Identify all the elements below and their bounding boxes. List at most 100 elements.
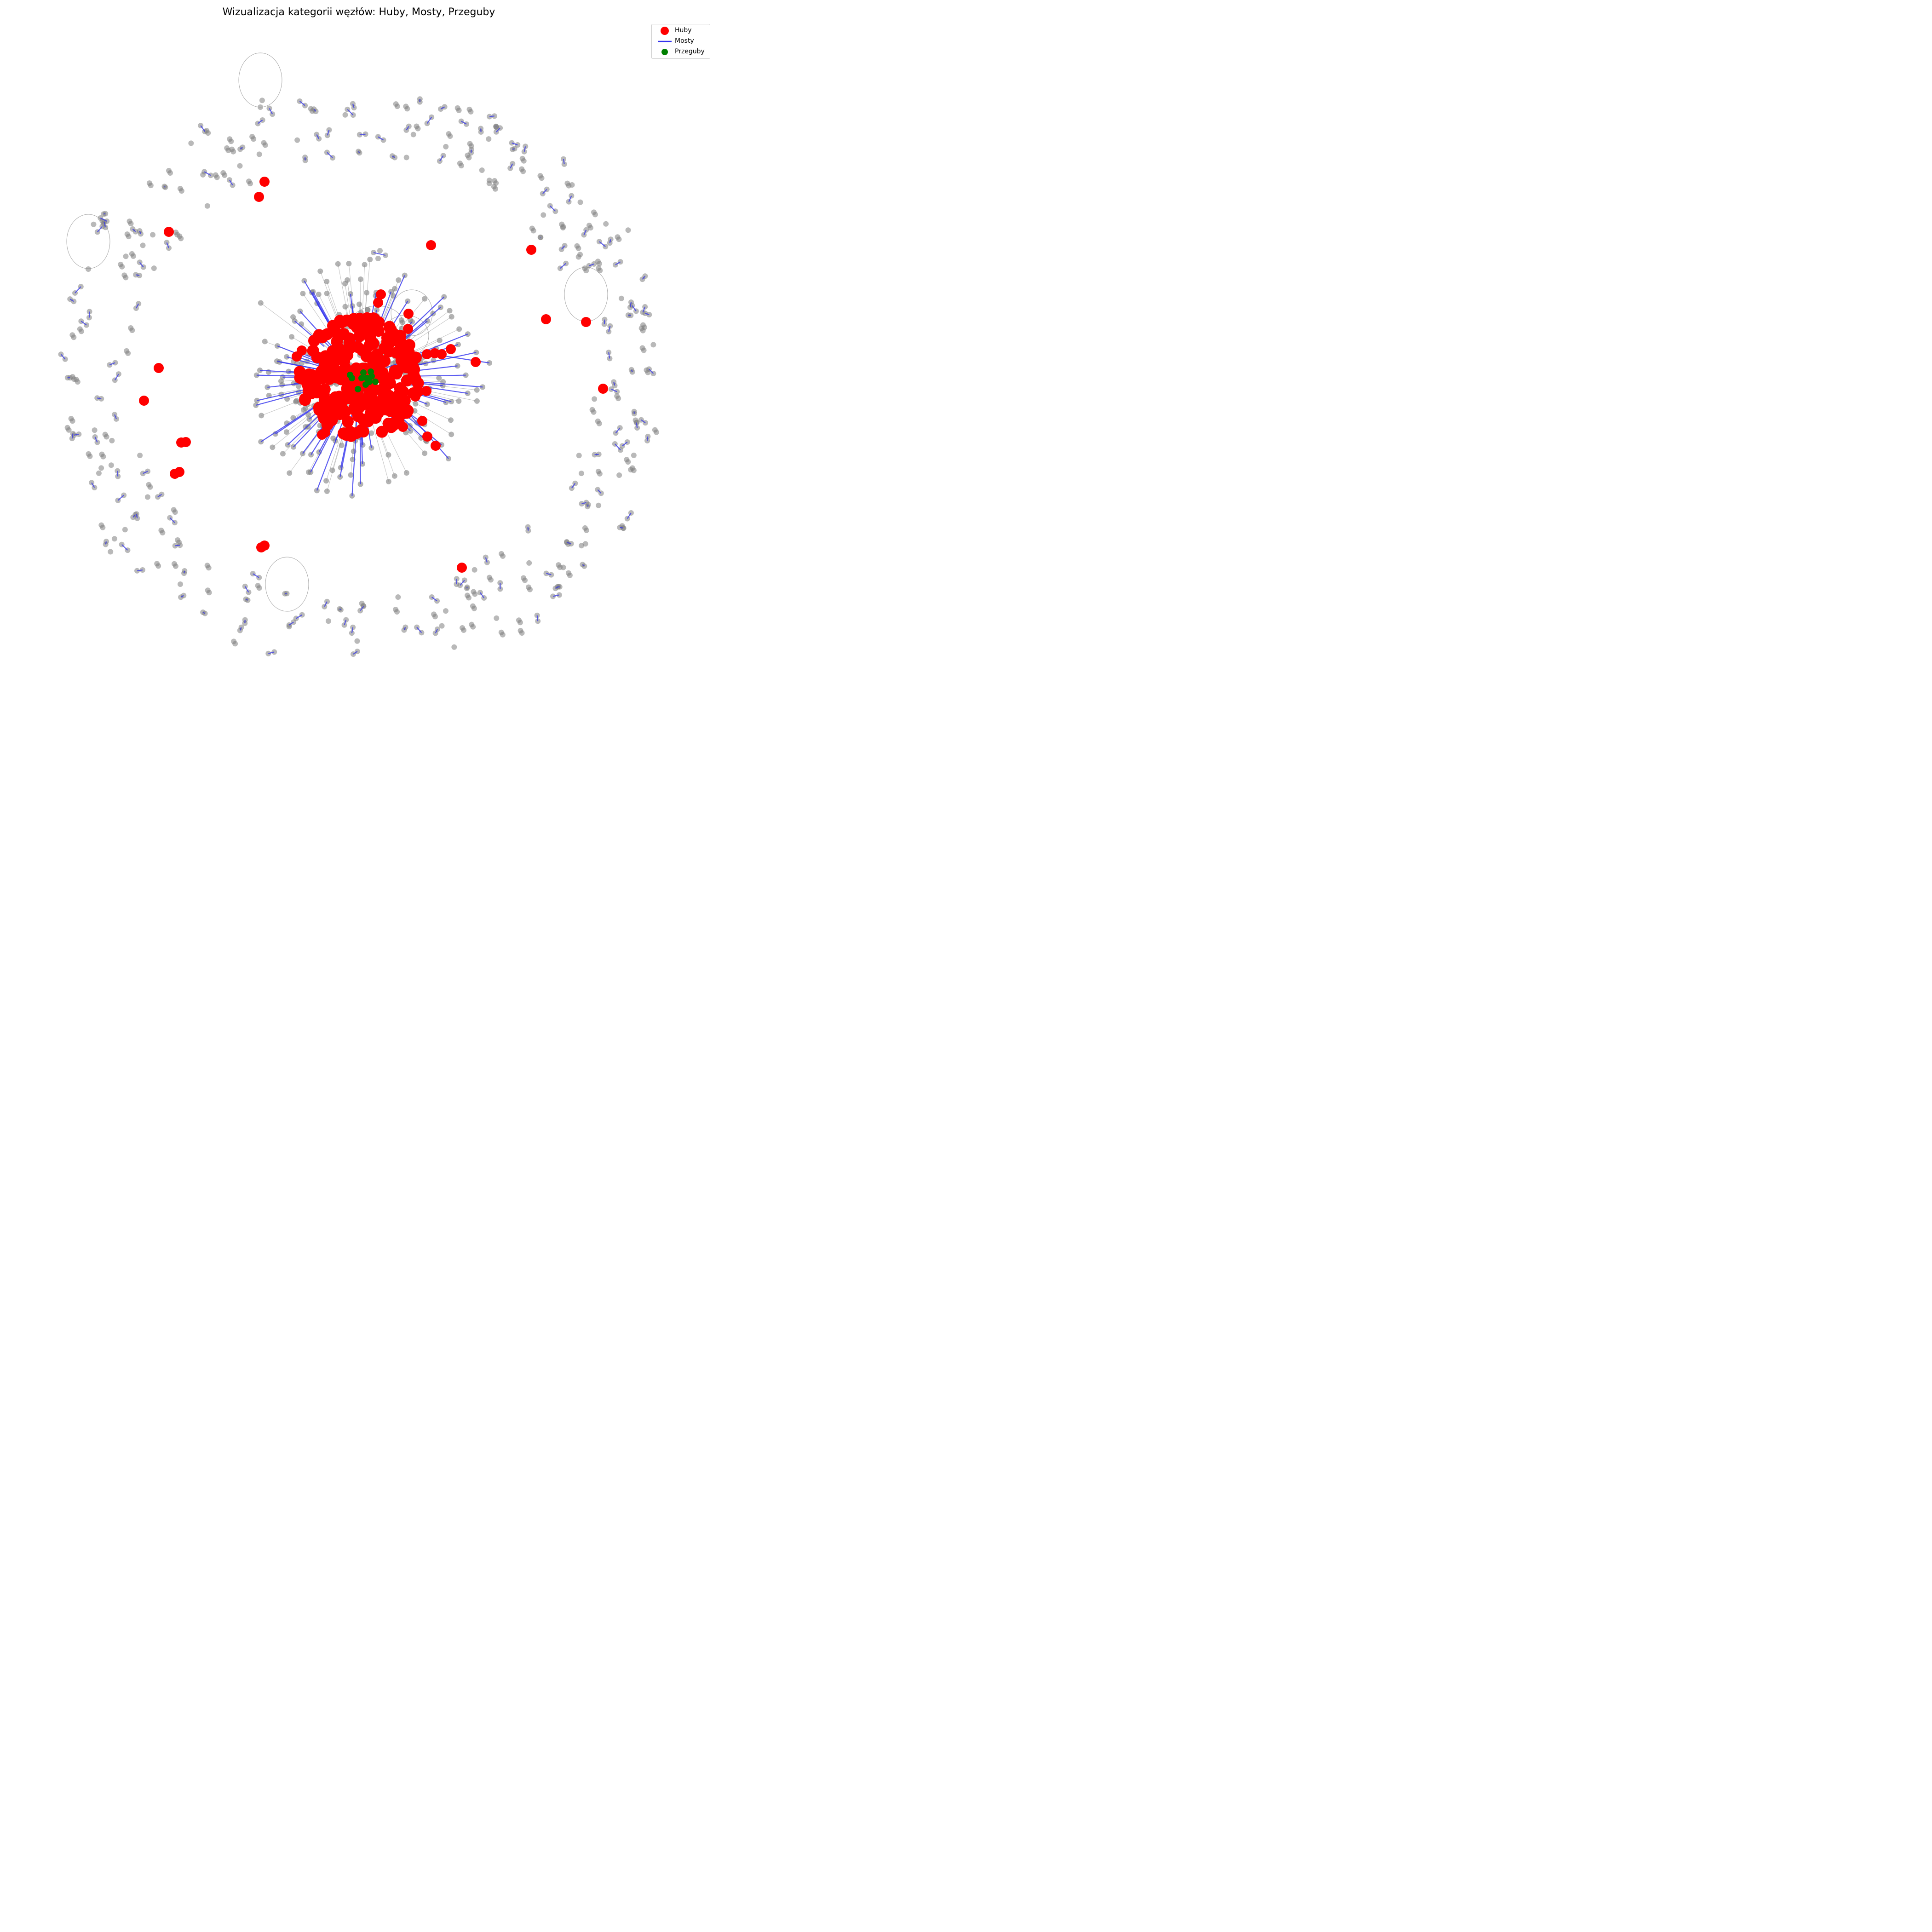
articulation-node <box>349 375 355 381</box>
node <box>597 268 603 274</box>
node <box>488 577 494 583</box>
bridge-edge <box>244 586 249 593</box>
hub-node <box>254 192 264 202</box>
node <box>206 565 212 571</box>
node <box>259 98 265 104</box>
node <box>259 413 264 419</box>
hub-node <box>327 320 339 332</box>
node <box>628 467 634 473</box>
node <box>101 220 107 226</box>
bridge-edge <box>240 147 243 150</box>
node <box>474 398 480 404</box>
hub-node <box>385 396 397 408</box>
articulation-node <box>358 375 365 381</box>
node <box>324 278 330 284</box>
hub-node <box>389 365 401 377</box>
bridge-edge <box>344 620 347 626</box>
node <box>385 478 391 484</box>
bridge-edge <box>137 569 143 571</box>
node <box>539 175 545 181</box>
node <box>391 473 397 479</box>
bridge-edge <box>649 368 654 374</box>
node <box>394 609 400 615</box>
node <box>468 109 474 115</box>
node <box>560 564 566 570</box>
bridge-edge <box>75 286 81 293</box>
node <box>472 591 478 597</box>
hub-node <box>353 312 366 325</box>
node <box>109 437 115 443</box>
node <box>461 627 467 633</box>
node <box>447 308 453 314</box>
node <box>596 261 602 267</box>
articulation-node <box>372 379 379 385</box>
bridge-edge <box>267 382 305 388</box>
bridge-edge <box>431 597 437 602</box>
bridge-edge <box>440 106 445 110</box>
bridge-edge <box>378 136 384 141</box>
bridge-edge <box>636 422 638 428</box>
legend-label-przeguby: Przeguby <box>675 48 705 55</box>
node <box>232 641 238 647</box>
bridge-edge <box>351 627 354 633</box>
node <box>111 536 117 542</box>
hub-node <box>340 314 353 327</box>
bridge-edge <box>527 527 529 531</box>
bridge-edge <box>135 274 140 276</box>
bridge-edge <box>549 205 556 212</box>
node <box>278 391 284 397</box>
node <box>521 158 527 164</box>
node <box>579 543 585 549</box>
node <box>472 567 477 573</box>
node <box>625 227 631 233</box>
hub-node <box>398 407 410 420</box>
node <box>100 524 106 530</box>
node <box>362 262 368 268</box>
node <box>591 409 597 415</box>
node <box>385 452 391 458</box>
bridge-edge <box>97 397 102 399</box>
bridge-edge <box>392 155 395 158</box>
node <box>228 138 234 144</box>
hub-node <box>344 426 356 438</box>
node <box>104 434 109 440</box>
bridge-line-icon <box>658 40 672 42</box>
hub-node <box>376 426 388 438</box>
bridge-edge <box>583 230 587 235</box>
bridge-edge <box>288 621 294 626</box>
node <box>293 399 299 405</box>
node <box>258 300 264 306</box>
node <box>618 295 624 301</box>
bridge-edge <box>245 598 248 601</box>
node <box>140 242 146 248</box>
node <box>522 577 528 583</box>
hub-node <box>318 412 330 425</box>
node <box>204 203 210 209</box>
self-loop-edge <box>265 557 309 612</box>
node <box>487 114 493 120</box>
bridge-edge <box>166 242 170 248</box>
bridge-edge <box>97 226 103 232</box>
bridge-edge <box>139 262 144 268</box>
hub-node <box>431 441 441 451</box>
node <box>176 540 182 546</box>
articulation-node <box>362 381 369 388</box>
node <box>625 459 631 465</box>
edge <box>369 414 389 482</box>
hub-node <box>350 396 362 408</box>
node <box>256 585 262 591</box>
hub-node <box>355 328 367 341</box>
node <box>78 328 84 334</box>
node <box>500 632 506 638</box>
hub-node <box>313 329 325 341</box>
node <box>368 430 374 436</box>
node <box>470 624 476 630</box>
hubs-layer <box>139 177 608 573</box>
hub-node <box>335 373 347 385</box>
node <box>237 163 243 169</box>
bridge-edge <box>461 121 467 125</box>
bridge-edge <box>581 502 586 505</box>
hub-node <box>164 227 174 237</box>
node <box>122 527 128 533</box>
node <box>494 615 500 621</box>
